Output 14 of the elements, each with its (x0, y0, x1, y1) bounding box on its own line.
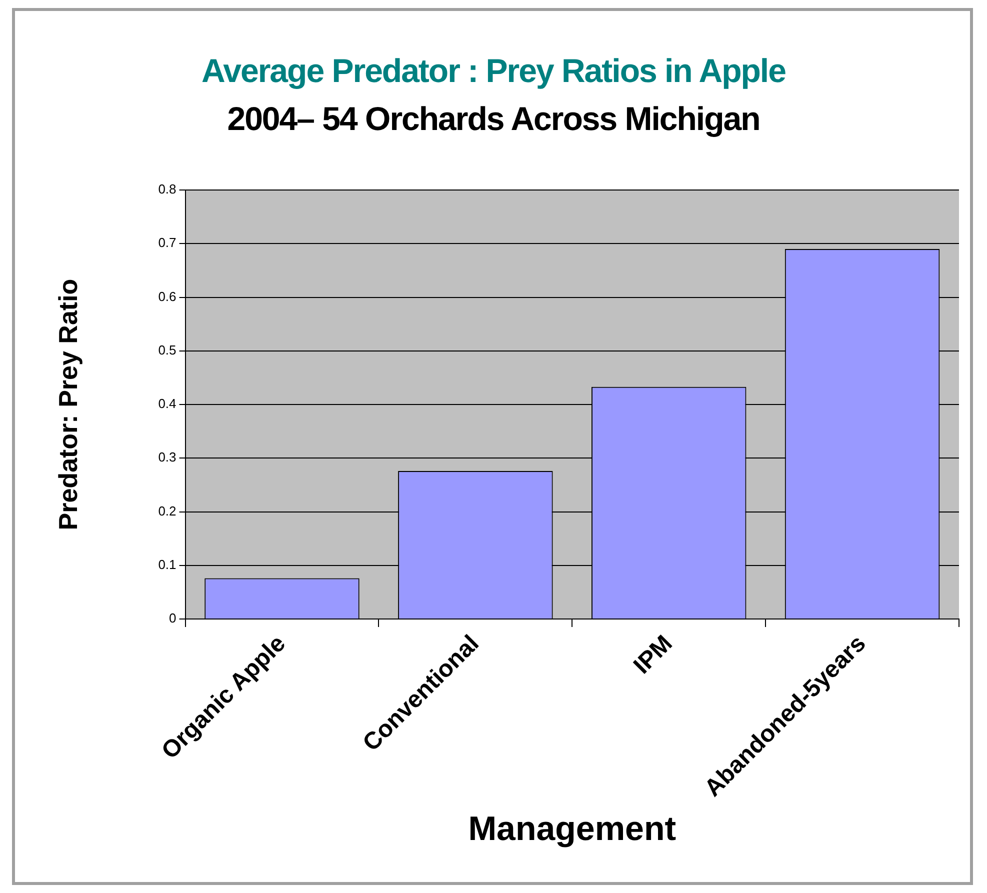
y-axis-title: Predator: Prey Ratio (52, 278, 83, 530)
y-tick-label: 0.4 (158, 396, 176, 412)
y-tick-label: 0 (169, 610, 176, 626)
chart-subtitle: 2004– 54 Orchards Across Michigan (226, 100, 761, 138)
chart-title: Average Predator : Prey Ratios in Apple (200, 52, 786, 90)
y-tick-label: 0.3 (158, 450, 176, 465)
y-tick-label: 0.2 (158, 503, 176, 518)
y-tick-label: 0.8 (158, 182, 176, 197)
y-tick-label: 0.1 (158, 557, 176, 572)
x-axis-title: Management (468, 810, 676, 848)
x-tick-label: IPM (628, 630, 678, 680)
y-tick-label: 0.6 (158, 288, 176, 304)
y-tick-label: 0.5 (158, 342, 176, 358)
y-tick-label: 0.7 (158, 235, 176, 250)
